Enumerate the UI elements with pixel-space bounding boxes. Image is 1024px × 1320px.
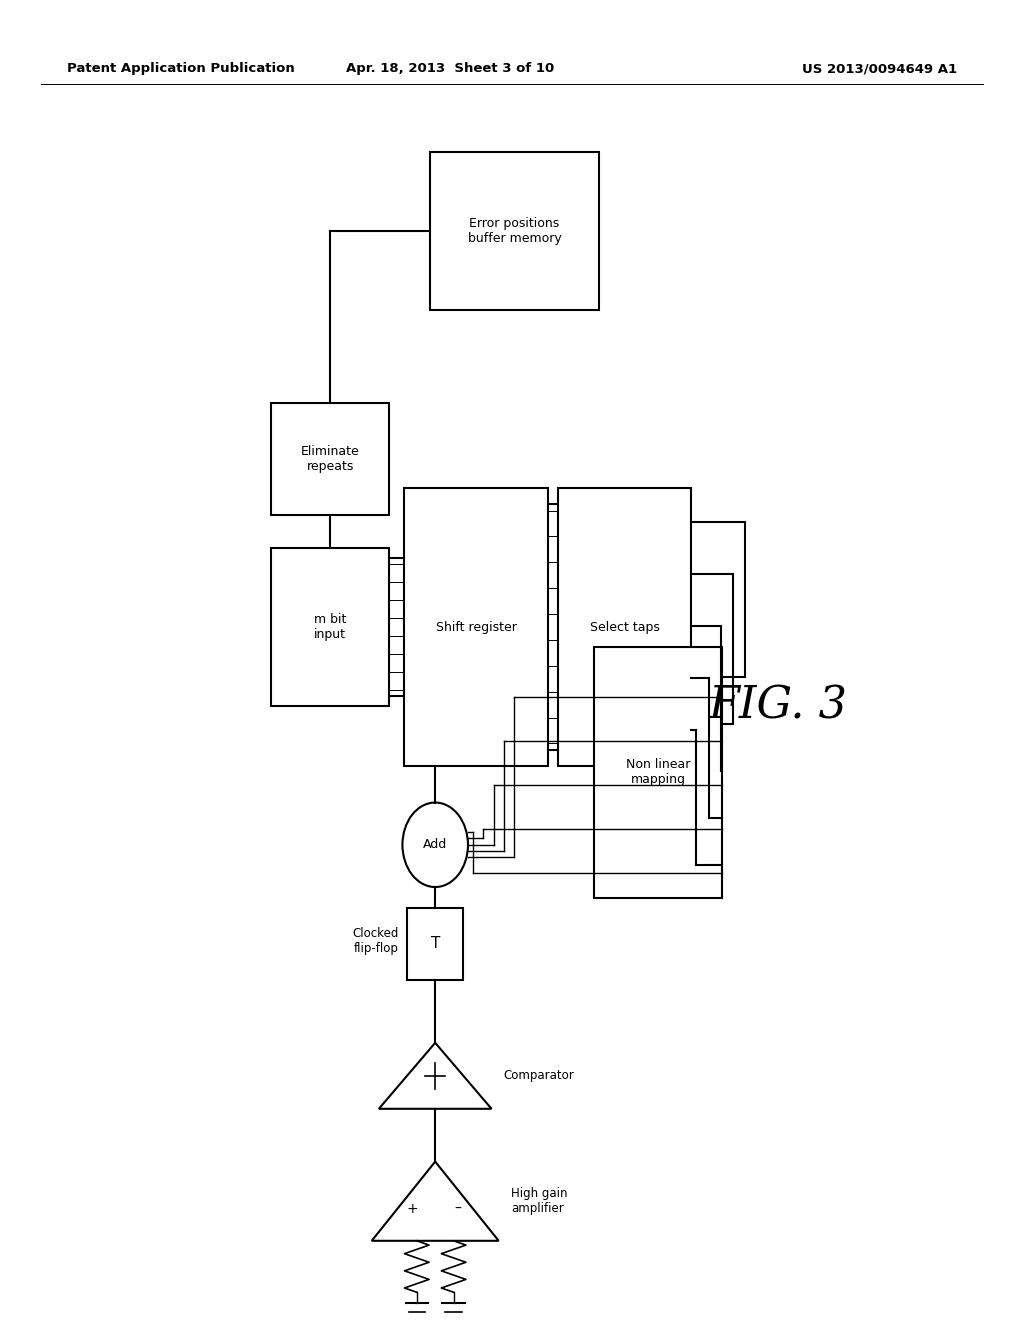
Bar: [271, 403, 389, 515]
Bar: [558, 488, 691, 766]
Polygon shape: [379, 1043, 492, 1109]
Text: –: –: [455, 1203, 461, 1216]
Text: T: T: [430, 936, 440, 952]
Text: Non linear
mapping: Non linear mapping: [626, 758, 690, 787]
Text: High gain
amplifier: High gain amplifier: [511, 1187, 567, 1216]
Bar: [594, 647, 722, 898]
Text: Clocked
flip-flop: Clocked flip-flop: [352, 927, 398, 956]
Text: Patent Application Publication: Patent Application Publication: [67, 62, 294, 75]
Text: US 2013/0094649 A1: US 2013/0094649 A1: [803, 62, 957, 75]
Text: Add: Add: [423, 838, 447, 851]
Polygon shape: [372, 1162, 499, 1241]
Text: Shift register: Shift register: [436, 620, 516, 634]
Text: Apr. 18, 2013  Sheet 3 of 10: Apr. 18, 2013 Sheet 3 of 10: [346, 62, 555, 75]
Bar: [430, 152, 599, 310]
Circle shape: [402, 803, 468, 887]
Bar: [407, 908, 463, 979]
Text: m bit
input: m bit input: [314, 612, 346, 642]
Text: Error positions
buffer memory: Error positions buffer memory: [468, 216, 561, 246]
Text: Select taps: Select taps: [590, 620, 659, 634]
Text: +: +: [407, 1203, 419, 1216]
Text: FIG. 3: FIG. 3: [709, 685, 848, 727]
Text: Comparator: Comparator: [504, 1069, 574, 1082]
Bar: [271, 548, 389, 706]
Text: Eliminate
repeats: Eliminate repeats: [301, 445, 359, 473]
Bar: [404, 488, 548, 766]
